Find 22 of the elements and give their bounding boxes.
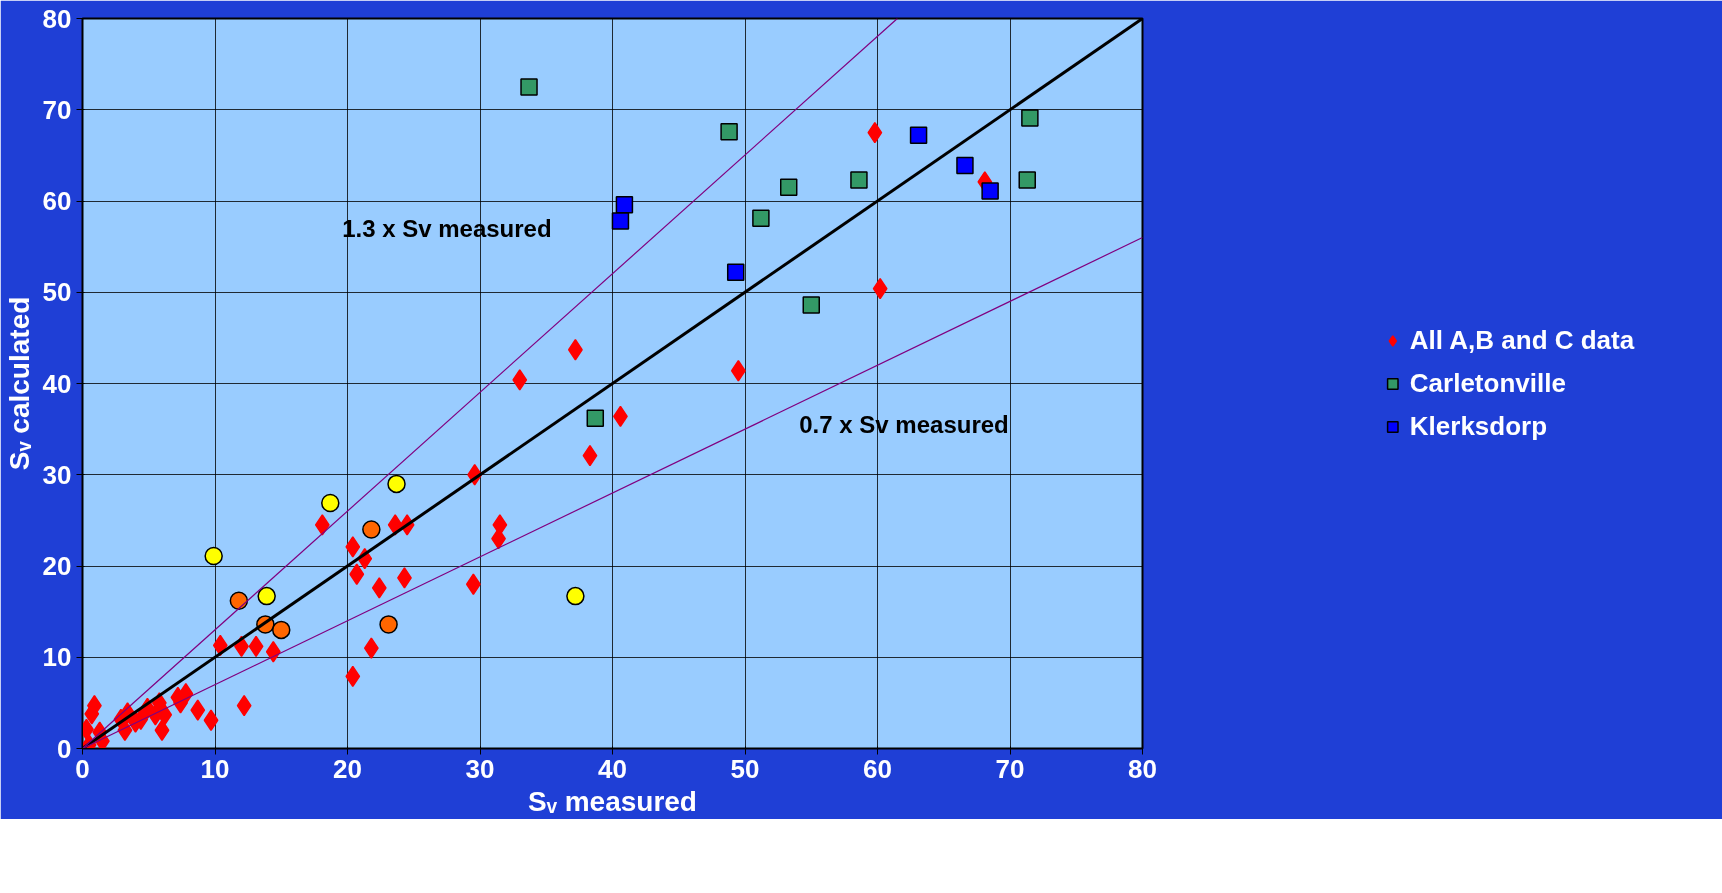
- legend-label: All A,B and C data: [1409, 324, 1635, 356]
- y-tick-label: 10: [42, 642, 72, 673]
- y-axis-title: Sᵥ calculated: [3, 296, 35, 471]
- x-tick-label: 30: [465, 753, 495, 784]
- y-tick-label: 30: [42, 459, 72, 490]
- y-tick-label: 50: [42, 277, 72, 308]
- x-tick-label: 80: [1128, 753, 1157, 784]
- y-tick-label: 70: [42, 94, 72, 125]
- x-tick-label: 60: [863, 753, 892, 784]
- x-tick-label: 20: [333, 753, 362, 784]
- x-axis-title: Sᵥ measured: [528, 785, 697, 817]
- legend-label: Carletonville: [1409, 367, 1566, 399]
- x-tick-label: 10: [200, 753, 230, 784]
- y-tick-label: 0: [57, 733, 72, 764]
- x-tick-label: 70: [995, 753, 1025, 784]
- y-tick-label: 80: [42, 3, 72, 34]
- legend-label: Klerksdorp: [1409, 410, 1548, 442]
- y-tick-label: 40: [42, 368, 72, 399]
- x-tick-label: 50: [730, 753, 760, 784]
- y-tick-label: 60: [42, 186, 72, 216]
- x-tick-label: 40: [598, 753, 627, 784]
- y-tick-label: 20: [42, 551, 72, 581]
